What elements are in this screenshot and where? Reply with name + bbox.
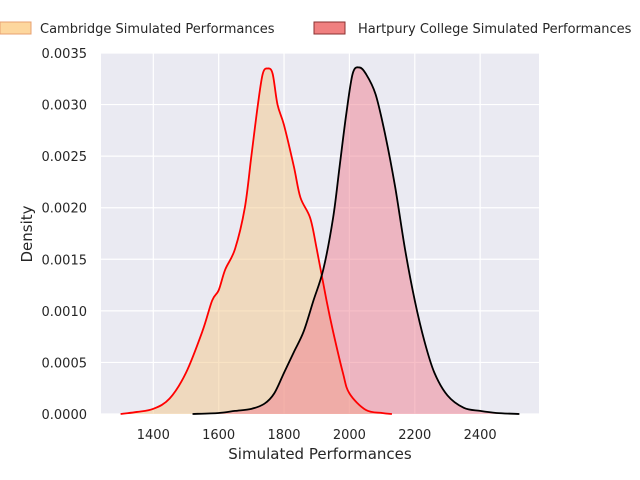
density-area-hartpury xyxy=(192,67,520,414)
y-tick-label: 0.0035 xyxy=(42,47,88,62)
y-axis-ticks: 0.0000 0.0005 0.0010 0.0015 0.0020 0.0025 0.00… xyxy=(42,47,88,423)
x-tick-label: 2400 xyxy=(464,428,497,443)
series-lines xyxy=(120,66,520,415)
series-fills xyxy=(120,67,520,415)
series-layer xyxy=(120,66,520,415)
legend-swatch xyxy=(0,21,32,35)
y-axis-label: Density xyxy=(18,205,36,262)
legend-swatch xyxy=(313,21,346,35)
y-tick-label: 0.0025 xyxy=(42,150,88,165)
x-axis-label: Simulated Performances xyxy=(228,445,412,463)
legend: Cambridge Simulated Performances Hartpury… xyxy=(0,21,632,37)
y-tick-label: 0.0020 xyxy=(42,202,88,217)
y-tick-label: 0.0030 xyxy=(42,99,88,114)
y-tick-label: 0.0005 xyxy=(42,356,88,371)
x-tick-label: 2000 xyxy=(333,428,366,443)
y-tick-label: 0.0010 xyxy=(42,305,88,320)
x-tick-label: 2200 xyxy=(398,428,431,443)
density-line-cambridge xyxy=(120,67,393,415)
density-line-hartpury xyxy=(192,66,520,415)
legend-label: Cambridge Simulated Performances xyxy=(40,22,275,37)
y-tick-label: 0.0000 xyxy=(42,408,88,423)
x-tick-label: 1400 xyxy=(137,428,170,443)
x-tick-label: 1600 xyxy=(202,428,235,443)
y-tick-label: 0.0015 xyxy=(42,253,88,268)
x-tick-label: 1800 xyxy=(267,428,300,443)
legend-label: Hartpury College Simulated Performances xyxy=(358,22,632,37)
x-axis-ticks: 1400 1600 1800 2000 2200 2400 xyxy=(137,428,497,443)
